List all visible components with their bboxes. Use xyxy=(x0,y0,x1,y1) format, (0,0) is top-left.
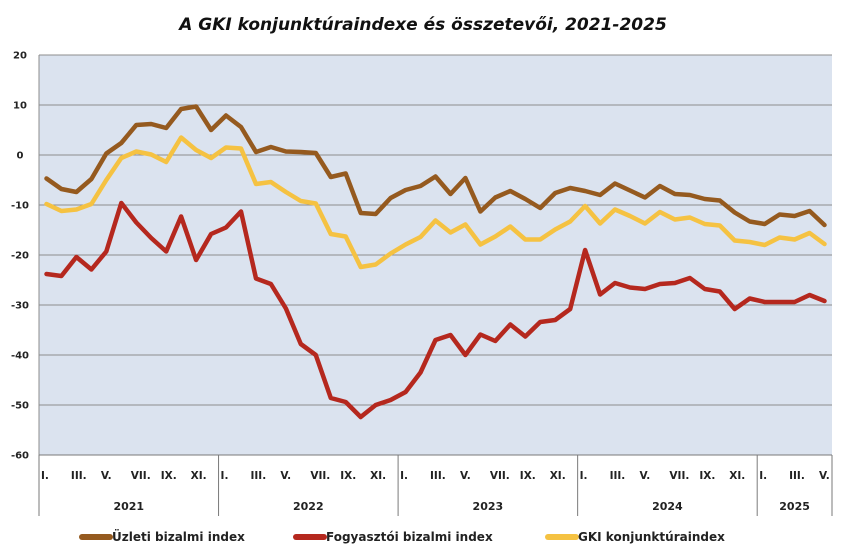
x-tick-label: V. xyxy=(639,470,650,482)
y-tick-label: 0 xyxy=(17,151,24,162)
x-tick-label: V. xyxy=(460,470,471,482)
x-tick-label: V. xyxy=(101,470,112,482)
y-tick-label: -10 xyxy=(11,201,29,212)
x-tick-label: XI. xyxy=(729,470,745,482)
y-tick-label: -20 xyxy=(11,251,29,262)
legend-label: Fogyasztói bizalmi index xyxy=(326,530,493,544)
year-label: 2021 xyxy=(113,500,144,513)
legend-label: Üzleti bizalmi index xyxy=(112,529,245,544)
x-tick-label: III. xyxy=(789,470,805,482)
x-tick-label: XI. xyxy=(370,470,386,482)
series-lines xyxy=(44,104,827,420)
x-tick-label: XI. xyxy=(191,470,207,482)
x-tick-label: V. xyxy=(280,470,291,482)
year-label: 2025 xyxy=(779,500,810,513)
legend: Üzleti bizalmi index Fogyasztói bizalmi i… xyxy=(79,529,725,544)
year-label: 2022 xyxy=(293,500,324,513)
series-line-2 xyxy=(44,135,827,270)
x-tick-label: I. xyxy=(759,470,767,482)
year-label: 2024 xyxy=(652,500,683,513)
x-tick-label: IX. xyxy=(520,470,536,482)
x-axis: 2021 2022 2023 2024 2025 I. III. V. VII. IX. XI. I.… xyxy=(38,454,833,516)
x-tick-label: III. xyxy=(610,470,626,482)
x-tick-label: IX. xyxy=(161,470,177,482)
x-tick-label: I. xyxy=(580,470,588,482)
x-tick-label: III. xyxy=(430,470,446,482)
x-tick-label: XI. xyxy=(550,470,566,482)
y-tick-label: 10 xyxy=(13,101,27,112)
x-tick-label: I. xyxy=(221,470,229,482)
x-tick-label: I. xyxy=(41,470,49,482)
x-tick-label: VII. xyxy=(131,470,151,482)
x-tick-label: V. xyxy=(819,470,830,482)
y-tick-label: -60 xyxy=(11,451,29,462)
grid-lines xyxy=(39,54,832,456)
y-tick-label: -50 xyxy=(11,401,29,412)
x-tick-label: VII. xyxy=(669,470,689,482)
y-tick-label: -30 xyxy=(11,301,29,312)
y-axis: 20 10 0 -10 -20 -30 -40 -50 -60 xyxy=(11,51,40,462)
series-line-1 xyxy=(44,200,827,420)
x-tick-label: III. xyxy=(71,470,87,482)
legend-label: GKI konjunktúraindex xyxy=(578,530,725,544)
series-line-0 xyxy=(44,104,827,228)
y-tick-label: 20 xyxy=(13,51,27,62)
x-tick-label: VII. xyxy=(490,470,510,482)
y-tick-label: -40 xyxy=(11,351,29,362)
x-tick-label: IX. xyxy=(699,470,715,482)
x-tick-label: IX. xyxy=(340,470,356,482)
year-label: 2023 xyxy=(473,500,504,513)
chart-title: A GKI konjunktúraindexe és összetevői, 2… xyxy=(177,15,667,35)
x-tick-label: III. xyxy=(250,470,266,482)
x-tick-label: I. xyxy=(400,470,408,482)
x-tick-label: VII. xyxy=(310,470,330,482)
